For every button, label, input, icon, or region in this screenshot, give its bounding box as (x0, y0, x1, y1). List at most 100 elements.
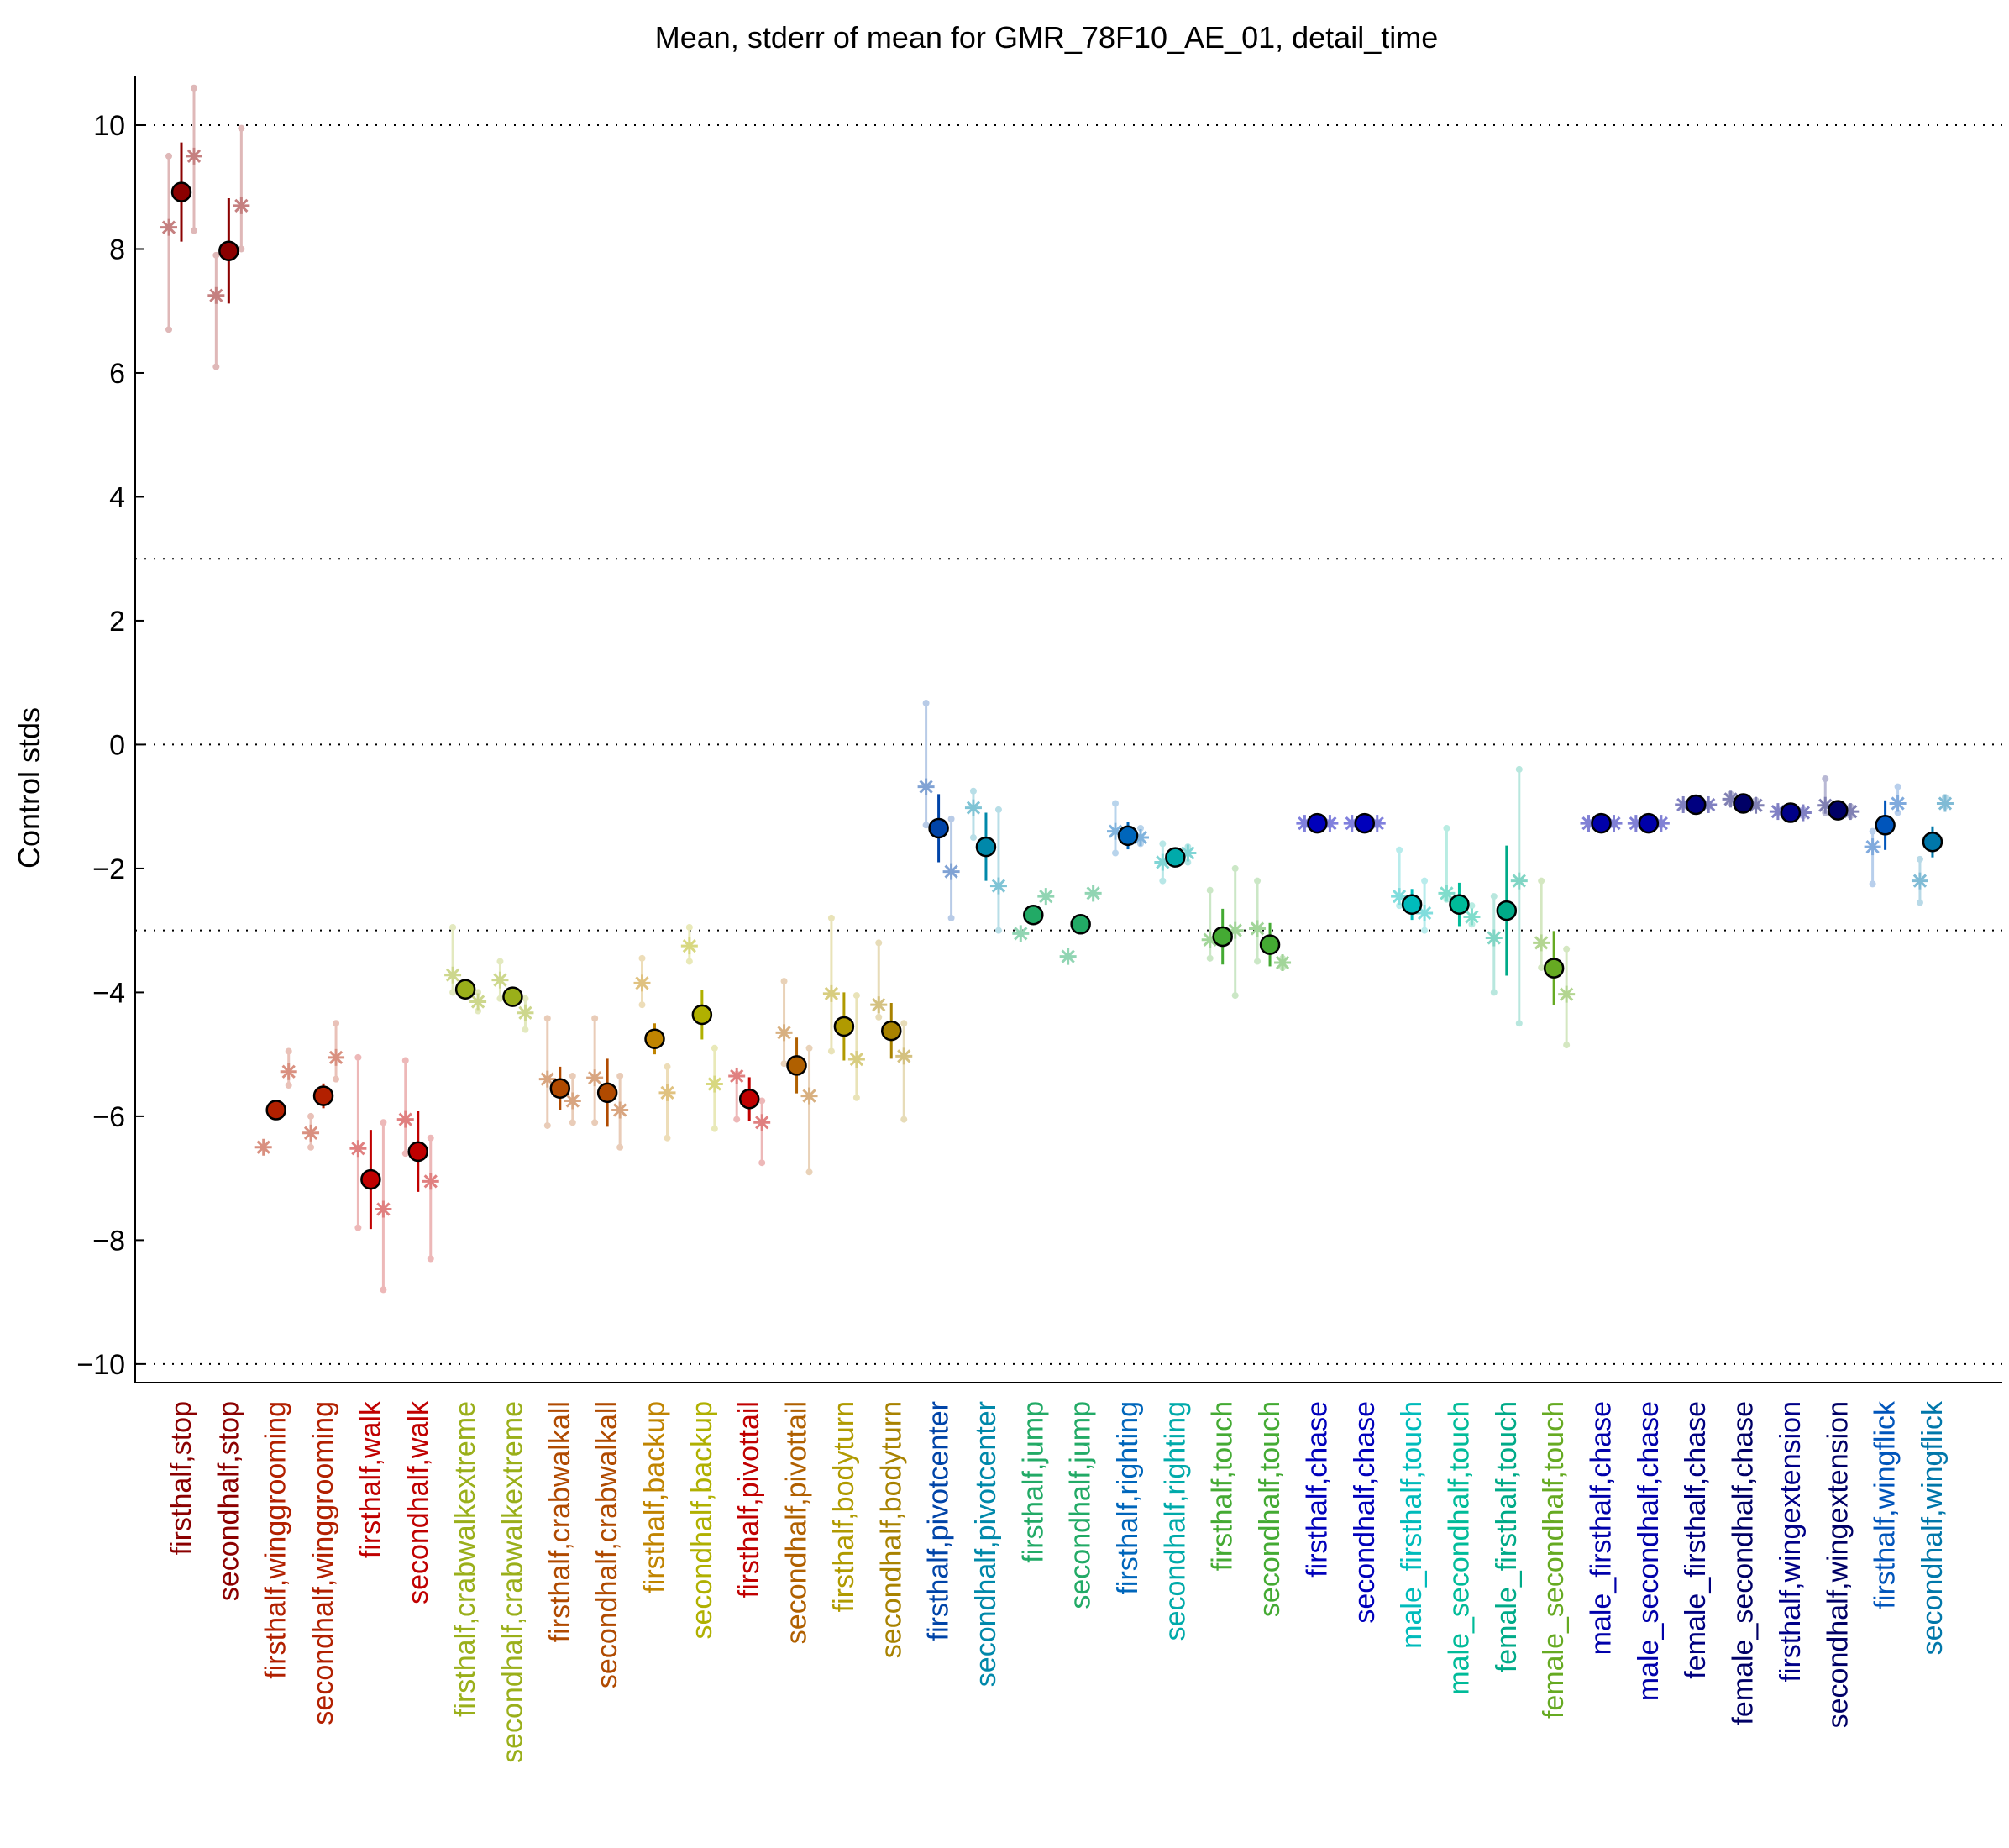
category-label: firsthalf,wingflick (1870, 1400, 1901, 1609)
half-range-end (354, 1053, 362, 1061)
category-marks (1391, 846, 1434, 934)
mean-marker (1212, 926, 1233, 948)
category-label: secondhalf,walk (402, 1400, 434, 1604)
half-value-marker (1533, 934, 1550, 952)
half-range-end (852, 1094, 860, 1101)
half-value-stroke (1061, 949, 1075, 963)
category-marks (254, 1047, 297, 1156)
category-marks (1817, 774, 1860, 821)
half-value-marker (160, 218, 177, 236)
half-range-end (475, 989, 482, 996)
half-value-stroke (777, 1026, 791, 1040)
category-marks (1769, 802, 1812, 823)
half-range-end (780, 978, 788, 985)
category-label: firsthalf,jump (1017, 1401, 1049, 1563)
half-value-stroke (1891, 796, 1905, 811)
half-value-stroke (565, 1094, 580, 1108)
half-range-end (805, 1044, 813, 1052)
half-value-marker (254, 1138, 272, 1156)
half-value-marker (349, 1140, 367, 1158)
half-range-end (1869, 880, 1876, 888)
half-value-stroke (1912, 874, 1928, 888)
half-value-stroke (1818, 798, 1833, 812)
half-value-marker (302, 1124, 320, 1142)
y-tick-label: −10 (76, 1349, 125, 1381)
half-value-stroke (635, 976, 649, 990)
half-value-stroke (1039, 889, 1053, 904)
half-value-stroke (1108, 824, 1123, 838)
half-value-stroke (897, 1049, 911, 1063)
half-value-marker (1274, 954, 1292, 972)
category-label: secondhalf,crabwalkall (591, 1401, 623, 1688)
half-range-end (805, 1168, 813, 1176)
half-range-end (496, 995, 504, 1002)
category-marks (302, 1020, 345, 1151)
half-range-end (1443, 824, 1450, 832)
half-value-stroke (1723, 792, 1738, 806)
category-label: firsthalf,chase (1301, 1401, 1333, 1578)
category-marks (1107, 800, 1149, 857)
half-range-end (947, 914, 955, 921)
category-marks (728, 1067, 771, 1167)
category-label: secondhalf,wingflick (1917, 1400, 1949, 1655)
half-range-end (191, 84, 197, 92)
half-range-end (1396, 902, 1403, 910)
category-label: secondhalf,wingextension (1822, 1401, 1854, 1728)
category-label: secondhalf,winggrooming (307, 1401, 339, 1725)
half-value-marker (1864, 838, 1881, 856)
half-value-stroke (445, 968, 460, 982)
half-range-end (1159, 840, 1167, 848)
half-value-stroke (1275, 955, 1290, 970)
mean-marker (1449, 894, 1470, 915)
category-label: secondhalf,pivotcenter (970, 1401, 1002, 1687)
category-label: secondhalf,righting (1159, 1401, 1191, 1641)
mean-marker (1780, 802, 1802, 823)
half-range-end (569, 1072, 576, 1079)
category-marks (160, 84, 202, 333)
half-value-marker (658, 1084, 676, 1101)
half-value-stroke (303, 1126, 318, 1140)
category-label: firsthalf,winggrooming (260, 1401, 292, 1679)
half-value-marker (1463, 908, 1481, 926)
half-value-stroke (849, 1052, 864, 1067)
mean-marker (454, 979, 476, 1000)
half-range-end (1396, 846, 1403, 853)
mean-marker (1023, 904, 1044, 926)
half-range-end (852, 992, 860, 1000)
half-value-marker (822, 984, 840, 1002)
half-range-end (307, 1112, 315, 1120)
half-value-marker (611, 1101, 629, 1119)
category-marks (349, 1053, 392, 1294)
half-value-marker (233, 197, 250, 214)
half-value-marker (775, 1024, 793, 1042)
category-marks (1012, 888, 1055, 942)
half-range-end (427, 1134, 434, 1142)
half-range-end (875, 939, 883, 947)
half-value-stroke (1512, 874, 1526, 888)
half-value-marker (680, 937, 698, 955)
mean-marker (596, 1082, 618, 1104)
category-marks (396, 1057, 439, 1263)
half-value-marker (517, 1004, 534, 1021)
half-range-end (1231, 992, 1239, 1000)
category-marks (870, 939, 913, 1123)
half-range-end (1869, 827, 1876, 835)
category-marks (1201, 864, 1244, 1000)
half-range-end (1515, 1020, 1523, 1027)
mean-marker (360, 1168, 381, 1190)
category-marks (1911, 794, 1954, 906)
half-range-end (165, 326, 172, 333)
half-range-end (827, 914, 835, 921)
half-value-stroke (398, 1112, 412, 1126)
half-value-stroke (1938, 796, 1953, 811)
category-marks (1059, 885, 1102, 965)
half-value-stroke (944, 864, 958, 879)
half-range-end (1515, 765, 1523, 773)
half-value-stroke (802, 1089, 816, 1103)
half-range-end (569, 1119, 576, 1126)
half-value-marker (1889, 795, 1907, 812)
half-value-stroke (234, 198, 249, 213)
half-value-marker (1012, 925, 1030, 942)
mean-marker (1354, 812, 1375, 834)
